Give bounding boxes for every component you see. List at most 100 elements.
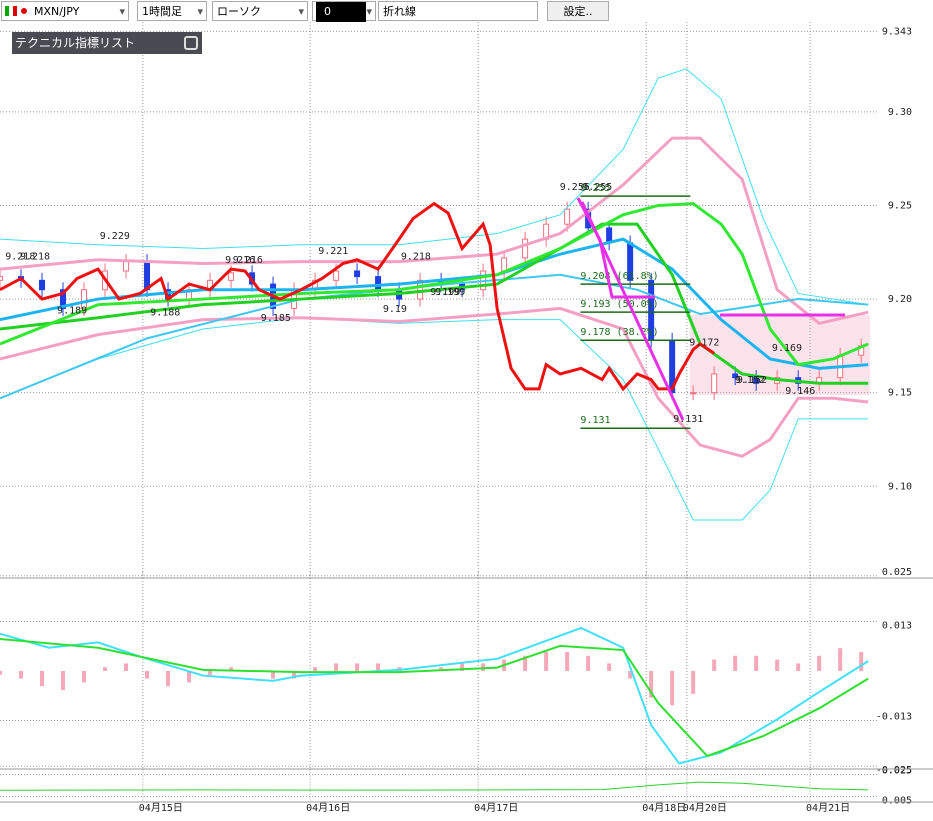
price-label: 9.146 (785, 386, 815, 397)
price-label: 9.221 (318, 246, 348, 257)
histogram-bar (334, 663, 339, 671)
histogram-bar (670, 671, 675, 706)
histogram-bar (19, 671, 24, 679)
x-tick-label: 04月16日 (306, 802, 350, 814)
histogram-bar (649, 671, 654, 698)
y-tick-label: -0.013 (876, 712, 912, 723)
fib-label: 9.178 (38.2%) (580, 327, 658, 338)
histogram-bar (754, 655, 759, 671)
price-label: 9.172 (689, 337, 719, 348)
symbol-select[interactable]: MXN/JPY (1, 1, 129, 22)
line-type: 折れ線 (383, 5, 416, 18)
timeframe: 1時間足 (142, 5, 182, 18)
candle-body (60, 289, 67, 309)
x-tick-label: 04月21日 (806, 802, 850, 814)
y-tick-label: 0.025 (882, 765, 912, 776)
histogram-bar (775, 659, 780, 671)
y-tick-label: 9.30 (888, 107, 912, 118)
x-tick-label: 04月15日 (139, 802, 183, 814)
indicator-line (0, 222, 869, 385)
histogram-bar (796, 663, 801, 671)
price-label: 9.218 (20, 251, 50, 262)
histogram-bar (103, 667, 108, 671)
candle-body (333, 270, 340, 281)
indicator-line (0, 781, 869, 791)
histogram-bar (586, 655, 591, 671)
y-tick-label: 9.15 (888, 388, 912, 399)
y-tick-label: 0.025 (882, 567, 912, 578)
price-label: 9.152 (735, 375, 765, 386)
chart-type: ローソク (217, 5, 261, 18)
histogram-bar (313, 667, 318, 671)
histogram-bar (61, 671, 66, 691)
histogram-bar (712, 659, 717, 671)
timeframe-select[interactable]: 1時間足 (137, 1, 207, 22)
y-tick-label: 0.005 (882, 795, 912, 806)
price-label: 9.185 (261, 313, 291, 324)
field-select[interactable]: 0 (312, 1, 376, 22)
indicator-line (0, 237, 869, 370)
x-tick-label: 04月18日 (642, 802, 686, 814)
fib-label: 9.255 (580, 183, 610, 194)
histogram-bar (40, 671, 45, 687)
flag-icon (5, 6, 17, 16)
price-label: 9.255 (582, 182, 612, 193)
indicator-line (0, 273, 869, 400)
histogram-bar (292, 671, 297, 679)
histogram-bar (859, 651, 864, 671)
fib-label: 9.193 (50.0%) (580, 299, 658, 310)
histogram-bar (481, 663, 486, 671)
histogram-bar (166, 671, 171, 687)
symbol: MXN/JPY (34, 5, 80, 18)
price-label: 9.218 (401, 251, 431, 262)
x-tick-label: 04月17日 (474, 802, 518, 814)
price-label: 9.189 (57, 306, 87, 317)
candle-body (375, 276, 382, 291)
fib-label: 9.131 (580, 415, 610, 426)
price-label: 9.218 (5, 251, 35, 262)
candle-body (228, 272, 235, 281)
price-label: 9.199 (430, 287, 460, 298)
histogram-bar (124, 663, 129, 671)
indicator-line (0, 202, 869, 367)
candle-body (711, 373, 718, 394)
line-type-input[interactable]: 折れ線 (378, 1, 538, 21)
indicator-line (0, 626, 869, 765)
histogram-bar (355, 663, 360, 671)
histogram-bar (733, 655, 738, 671)
chart-type-select[interactable]: ローソク (212, 1, 308, 22)
histogram-bar (460, 663, 465, 671)
field: 0 (316, 2, 366, 22)
histogram-bar (628, 671, 633, 679)
candle-body (522, 238, 529, 259)
histogram-bar (145, 671, 150, 679)
candle-body (123, 261, 130, 272)
histogram-bar (838, 648, 843, 671)
candle-body (0, 276, 3, 281)
price-label: 9.188 (150, 308, 180, 319)
fib-label: 9.208 (61.8%) (580, 271, 658, 282)
price-label: 9.131 (673, 414, 703, 425)
indicator-line (0, 317, 869, 521)
price-label: 9.216 (225, 255, 255, 266)
price-label: 9.199 (435, 287, 465, 298)
histogram-bar (271, 671, 276, 679)
plot: 9.343 9.30 9.25 9.20 9.15 9.10 04月15日 04月16日 04月… (0, 22, 912, 814)
indicator-list-title: テクニカル指標リスト (15, 36, 136, 50)
candle-body (564, 208, 571, 225)
histogram-bar (817, 655, 822, 671)
indicator-list[interactable]: テクニカル指標リスト (12, 32, 202, 54)
collapse-icon[interactable] (184, 36, 198, 50)
y-tick-label: 9.343 (882, 26, 912, 37)
histogram-bar (439, 667, 444, 671)
price-label: 9.19 (383, 304, 407, 315)
x-tick-label: 04月20日 (683, 802, 727, 814)
indicator-line (0, 306, 869, 458)
y-tick-label: 9.10 (888, 481, 912, 492)
histogram-bar (607, 663, 612, 671)
histogram-bar (565, 651, 570, 671)
histogram-bar (523, 655, 528, 671)
settings-button[interactable]: 設定.. (547, 1, 609, 21)
